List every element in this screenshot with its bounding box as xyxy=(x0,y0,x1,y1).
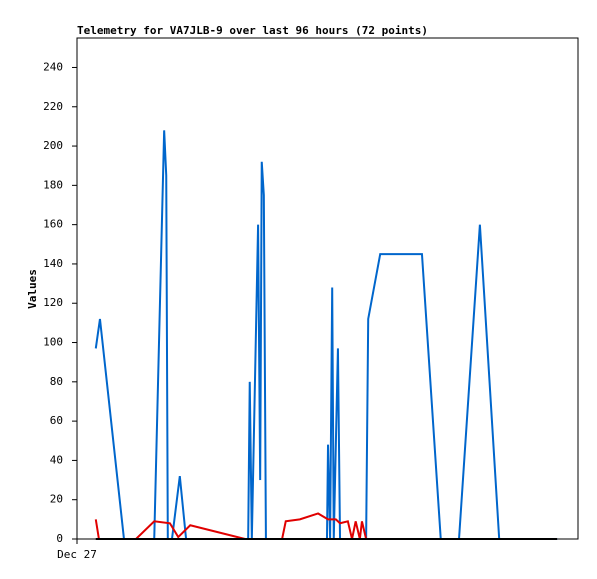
y-tick-label: 120 xyxy=(43,296,63,309)
y-axis-label: Values xyxy=(26,269,39,309)
y-tick-label: 80 xyxy=(50,375,63,388)
chart-title: Telemetry for VA7JLB-9 over last 96 hour… xyxy=(77,24,428,37)
x-tick-label: Dec 27 xyxy=(57,548,97,561)
y-tick-label: 200 xyxy=(43,139,63,152)
y-tick-label: 240 xyxy=(43,60,63,73)
y-tick-label: 100 xyxy=(43,336,63,349)
y-tick-label: 0 xyxy=(56,532,63,545)
series-line xyxy=(94,512,368,540)
y-tick-label: 60 xyxy=(50,414,63,427)
y-tick-label: 140 xyxy=(43,257,63,270)
y-tick-label: 20 xyxy=(50,493,63,506)
y-tick-label: 220 xyxy=(43,100,63,113)
y-tick-label: 40 xyxy=(50,453,63,466)
y-tick-label: 180 xyxy=(43,178,63,191)
series-line xyxy=(94,130,558,540)
y-tick-label: 160 xyxy=(43,218,63,231)
